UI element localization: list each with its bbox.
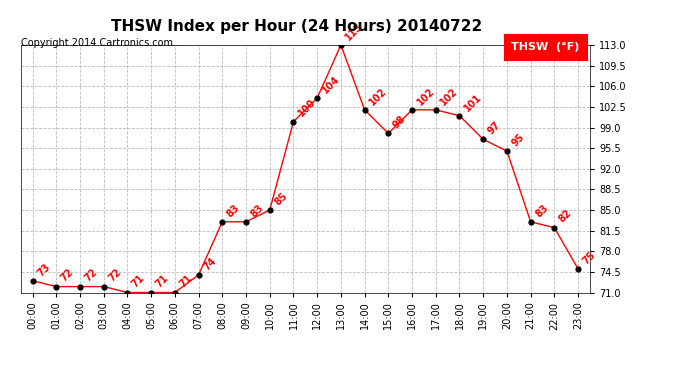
Text: 71: 71: [130, 273, 147, 290]
Text: 82: 82: [557, 208, 574, 225]
Point: [549, 225, 560, 231]
Text: 83: 83: [249, 202, 266, 219]
Text: THSW Index per Hour (24 Hours) 20140722: THSW Index per Hour (24 Hours) 20140722: [111, 19, 482, 34]
Point: [383, 130, 394, 136]
Point: [98, 284, 109, 290]
Point: [51, 284, 62, 290]
Text: 72: 72: [83, 267, 99, 284]
Text: 101: 101: [462, 92, 484, 113]
Text: 102: 102: [367, 86, 388, 107]
Text: 83: 83: [225, 202, 241, 219]
Point: [75, 284, 86, 290]
Point: [27, 278, 38, 284]
Point: [454, 113, 465, 119]
Point: [525, 219, 536, 225]
Point: [431, 107, 442, 113]
Text: 97: 97: [486, 120, 502, 136]
Text: 102: 102: [415, 86, 436, 107]
Point: [477, 136, 489, 142]
Text: 100: 100: [296, 98, 317, 119]
Point: [146, 290, 157, 296]
Text: 85: 85: [273, 190, 289, 207]
Point: [169, 290, 180, 296]
Text: 72: 72: [106, 267, 123, 284]
Text: 83: 83: [533, 202, 550, 219]
Point: [217, 219, 228, 225]
Text: 95: 95: [510, 132, 526, 148]
Text: 71: 71: [177, 273, 195, 290]
Point: [312, 95, 323, 101]
Text: 71: 71: [154, 273, 170, 290]
Text: 102: 102: [439, 86, 460, 107]
Text: 73: 73: [35, 261, 52, 278]
Point: [193, 272, 204, 278]
Text: 113: 113: [344, 21, 365, 42]
Text: 74: 74: [201, 255, 218, 272]
Text: Copyright 2014 Cartronics.com: Copyright 2014 Cartronics.com: [21, 38, 172, 48]
Text: 72: 72: [59, 267, 76, 284]
Point: [573, 266, 584, 272]
Text: 75: 75: [581, 249, 598, 266]
Text: THSW  (°F): THSW (°F): [511, 42, 580, 52]
Text: 98: 98: [391, 114, 408, 130]
Point: [122, 290, 133, 296]
Point: [359, 107, 370, 113]
Point: [335, 42, 346, 48]
Point: [406, 107, 417, 113]
Point: [288, 118, 299, 124]
Text: 104: 104: [320, 74, 342, 95]
Point: [241, 219, 252, 225]
Point: [264, 207, 275, 213]
Point: [502, 148, 513, 154]
